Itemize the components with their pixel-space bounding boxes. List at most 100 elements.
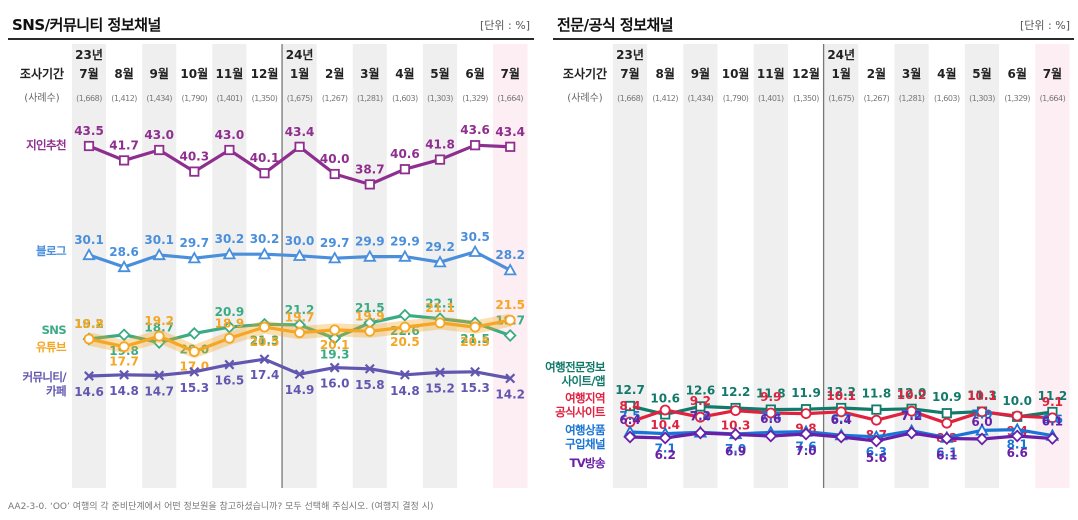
square-marker: [259, 168, 270, 179]
sample-size-label: (1,401): [758, 94, 784, 103]
month-tick-label: 10월: [722, 66, 750, 81]
month-tick-label: 8월: [656, 66, 675, 81]
data-label: 7.2: [690, 409, 711, 423]
series-legend-label: SNS: [42, 323, 67, 337]
data-label: 30.5: [460, 230, 490, 244]
month-tick-label: 5월: [972, 66, 991, 81]
data-label: 29.9: [390, 235, 420, 249]
period-header-label: 조사기간: [563, 66, 607, 81]
square-marker: [941, 408, 952, 419]
data-label: 6.9: [725, 445, 746, 459]
data-label: 10.6: [650, 391, 680, 405]
series-legend-label: 카페: [46, 384, 66, 398]
unit-label: [단위 : %]: [480, 19, 530, 32]
series-group: 30.1 28.6 30.1 29.7 30.2 30.2 30.0 29.7 29.9 29.9…: [36, 230, 525, 276]
month-tick-label: 1월: [290, 66, 309, 81]
month-tick-label: 7월: [501, 66, 520, 81]
data-label: 19.9: [355, 309, 385, 323]
month-tick-label: 4월: [395, 66, 414, 81]
period-header-label: 조사기간: [20, 66, 64, 81]
alternating-column-band: [352, 44, 387, 488]
series-group: 14.6 14.8 14.7 15.3 16.5 17.4 14.9 16.0 15.8 14.8…: [22, 354, 525, 401]
data-label: 40.0: [320, 152, 350, 166]
diamond-marker: [222, 320, 236, 334]
circle-marker: [118, 341, 130, 353]
data-label: 14.2: [495, 387, 525, 401]
month-tick-label: 7월: [79, 66, 98, 81]
data-label: 14.8: [390, 384, 420, 398]
month-tick-label: 12월: [251, 66, 279, 81]
data-label: 21.3: [250, 333, 280, 347]
sample-size-label: (1,412): [111, 94, 137, 103]
series-legend-label: 지인추천: [26, 138, 66, 152]
data-label: 20.5: [390, 335, 420, 349]
data-label: 8.4: [619, 399, 640, 413]
data-label: 30.2: [215, 232, 245, 246]
data-label: 20.5: [250, 335, 280, 349]
triangle-marker: [503, 263, 517, 276]
series-legend-label: 여행상품: [565, 423, 606, 437]
data-label: 5.6: [866, 451, 887, 465]
triangle-marker: [187, 251, 202, 264]
data-label: 30.1: [74, 233, 104, 247]
month-tick-label: 2월: [325, 66, 344, 81]
chart-title: 전문/공식 정보채널: [557, 16, 674, 34]
data-label: 30.1: [144, 233, 174, 247]
square-marker: [119, 155, 130, 166]
data-label: 30.2: [250, 232, 280, 246]
data-label: 15.8: [355, 378, 385, 392]
diamond-marker: [834, 430, 848, 444]
data-label: 19.3: [320, 347, 350, 361]
data-label: 11.2: [1038, 389, 1068, 403]
month-tick-label: 7월: [620, 66, 639, 81]
data-label: 7.8: [901, 408, 922, 422]
year-label: 23년: [616, 48, 644, 62]
diamond-marker: [799, 427, 813, 441]
data-label: 7.0: [725, 442, 746, 456]
diamond-marker: [729, 428, 743, 441]
alternating-column-band: [71, 44, 107, 488]
square-marker: [469, 140, 481, 151]
diamond-marker: [905, 426, 919, 440]
data-label: 10.2: [897, 388, 927, 402]
square-marker: [364, 179, 375, 190]
data-label: 7.4: [690, 409, 711, 423]
circle-marker: [399, 321, 411, 333]
sample-size-label: (1,303): [427, 94, 453, 103]
data-label: 14.7: [144, 384, 174, 398]
sample-size-label: (1,350): [793, 94, 819, 103]
data-label: 6.1: [936, 449, 957, 463]
data-label: 41.8: [425, 138, 455, 152]
circle-marker: [1046, 412, 1058, 424]
year-label: 23년: [75, 48, 103, 62]
diamond-marker: [328, 331, 342, 345]
month-tick-label: 12월: [792, 66, 820, 81]
triangle-marker: [117, 259, 131, 273]
data-label: 17.4: [250, 368, 280, 382]
data-label: 12.6: [686, 383, 716, 397]
data-label: 21.1: [425, 301, 455, 315]
data-label: 43.4: [285, 125, 315, 139]
circle-marker: [800, 408, 812, 420]
triangle-marker: [292, 248, 307, 261]
data-label: 14.6: [74, 385, 104, 399]
sns-community-line-chart: 조사기간 (사례수) 23년 24년 7월 (1,668) 8월 (1,412) 9월 (1,43…: [20, 44, 528, 488]
data-label: 18.7: [144, 321, 174, 335]
data-label: 12.0: [897, 386, 927, 400]
x-marker: [294, 369, 305, 380]
data-label: 11.8: [862, 387, 892, 401]
circle-marker: [906, 405, 918, 417]
circle-marker: [329, 324, 341, 336]
circle-marker: [504, 314, 516, 326]
diamond-marker: [940, 432, 954, 445]
data-label: 18.8: [74, 317, 104, 331]
data-label: 19.2: [144, 314, 174, 328]
data-label: 29.7: [320, 236, 350, 250]
data-label: 43.6: [460, 123, 490, 137]
data-label: 10.9: [932, 390, 962, 404]
sample-size-header-label: (사례수): [24, 92, 60, 104]
data-label: 9.2: [690, 394, 711, 408]
data-label: 6.6: [1007, 446, 1028, 460]
data-label: 8.1: [1007, 438, 1028, 452]
